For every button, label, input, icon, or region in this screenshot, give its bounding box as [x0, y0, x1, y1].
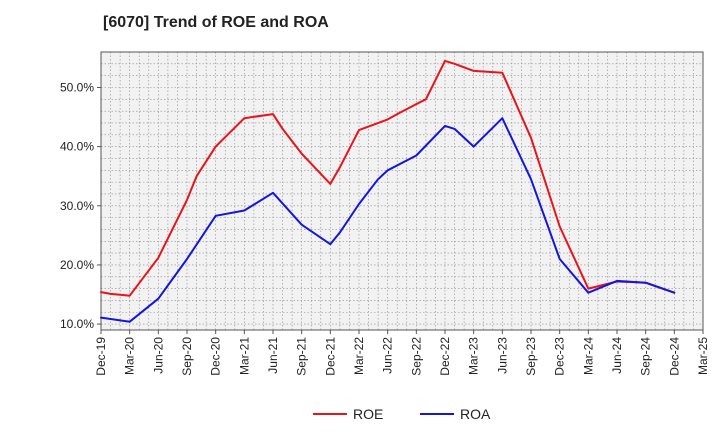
x-tick-label: Dec-22 — [438, 337, 452, 376]
series-line-roe — [100, 59, 676, 297]
legend-label-roe: ROE — [353, 406, 383, 422]
x-tick-label: Dec-20 — [209, 337, 223, 376]
x-tick-label: Dec-19 — [94, 337, 108, 376]
y-tick-label: 30.0% — [60, 199, 94, 213]
x-tick-label: Mar-23 — [467, 337, 481, 375]
legend-label-roa: ROA — [460, 406, 491, 422]
x-tick-label: Dec-23 — [553, 337, 567, 376]
x-tick-label: Dec-21 — [323, 337, 337, 376]
x-tick-label: Dec-24 — [667, 337, 681, 376]
x-tick-label: Jun-20 — [151, 337, 165, 374]
y-tick-label: 20.0% — [60, 258, 94, 272]
y-tick-label: 10.0% — [60, 317, 94, 331]
x-tick-label: Sep-24 — [639, 337, 653, 376]
y-tick-label: 50.0% — [60, 80, 94, 94]
x-tick-label: Sep-21 — [295, 337, 309, 376]
chart-title: [6070] Trend of ROE and ROA — [103, 14, 329, 31]
x-tick-label: Jun-23 — [495, 337, 509, 374]
plot-area — [101, 52, 703, 330]
plot-frame — [100, 51, 704, 331]
series-line-roa — [100, 117, 676, 323]
x-tick-label: Mar-22 — [352, 337, 366, 375]
x-tick-label: Sep-22 — [409, 337, 423, 376]
x-tick-label: Jun-21 — [266, 337, 280, 374]
x-tick-label: Mar-20 — [123, 337, 137, 375]
x-tick-label: Sep-20 — [180, 337, 194, 376]
y-tick-label: 40.0% — [60, 140, 94, 154]
x-tick-label: Mar-25 — [696, 337, 710, 375]
x-tick-label: Jun-24 — [610, 337, 624, 374]
x-tick-label: Jun-22 — [381, 337, 395, 374]
x-tick-label: Mar-21 — [237, 337, 251, 375]
x-tick-label: Mar-24 — [581, 337, 595, 375]
x-tick-label: Sep-23 — [524, 337, 538, 376]
